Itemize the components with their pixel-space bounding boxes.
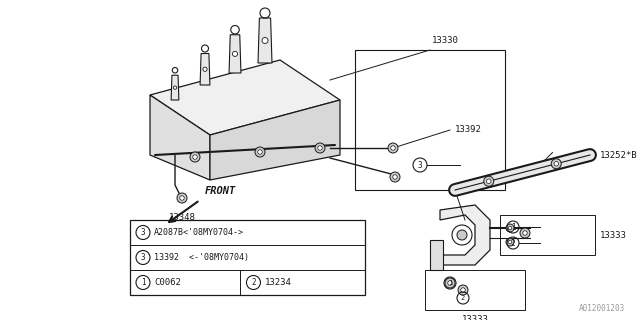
Bar xyxy=(130,220,365,295)
Text: 13333: 13333 xyxy=(461,315,488,320)
Text: 2: 2 xyxy=(511,238,515,247)
Circle shape xyxy=(461,288,465,292)
Circle shape xyxy=(391,146,396,150)
Text: 13392: 13392 xyxy=(455,125,482,134)
Circle shape xyxy=(452,225,472,245)
Circle shape xyxy=(445,278,455,288)
Circle shape xyxy=(177,193,187,203)
Circle shape xyxy=(554,162,559,166)
Circle shape xyxy=(388,143,398,153)
Text: 13333: 13333 xyxy=(600,230,627,239)
Text: A012001203: A012001203 xyxy=(579,304,625,313)
Text: 13234: 13234 xyxy=(264,278,291,287)
Polygon shape xyxy=(150,60,340,135)
Text: 13348: 13348 xyxy=(168,213,195,222)
Circle shape xyxy=(458,285,468,295)
Circle shape xyxy=(232,51,237,56)
Circle shape xyxy=(190,152,200,162)
Bar xyxy=(355,50,505,190)
Text: 3: 3 xyxy=(141,228,145,237)
Circle shape xyxy=(180,196,184,200)
Text: 1: 1 xyxy=(511,222,515,231)
Text: 2: 2 xyxy=(251,278,256,287)
Circle shape xyxy=(448,281,452,285)
Polygon shape xyxy=(210,100,340,180)
Polygon shape xyxy=(171,75,179,100)
Circle shape xyxy=(203,67,207,71)
Circle shape xyxy=(506,224,514,232)
Circle shape xyxy=(193,155,197,159)
Polygon shape xyxy=(430,240,443,270)
Circle shape xyxy=(315,143,325,153)
Circle shape xyxy=(506,238,514,246)
Circle shape xyxy=(508,240,512,244)
Circle shape xyxy=(508,226,512,230)
Text: FRONT: FRONT xyxy=(205,186,236,196)
Text: 2: 2 xyxy=(461,295,465,301)
Text: 1: 1 xyxy=(141,278,145,287)
Polygon shape xyxy=(258,18,272,63)
Circle shape xyxy=(390,172,400,182)
Text: 3: 3 xyxy=(141,253,145,262)
Bar xyxy=(500,215,595,255)
Text: A2087B<'08MY0704->: A2087B<'08MY0704-> xyxy=(154,228,244,237)
Text: C0062: C0062 xyxy=(154,278,181,287)
Circle shape xyxy=(173,86,177,89)
Polygon shape xyxy=(440,205,490,265)
Text: 13330: 13330 xyxy=(432,36,459,45)
Circle shape xyxy=(393,175,397,179)
Circle shape xyxy=(457,230,467,240)
Circle shape xyxy=(523,231,527,235)
Polygon shape xyxy=(229,35,241,73)
Polygon shape xyxy=(150,95,210,180)
Text: 13252*B: 13252*B xyxy=(600,150,637,159)
Circle shape xyxy=(255,147,265,157)
Circle shape xyxy=(317,146,323,150)
Circle shape xyxy=(484,176,493,186)
Circle shape xyxy=(551,159,561,169)
Bar xyxy=(425,270,525,310)
Circle shape xyxy=(262,37,268,44)
Text: 13392  <-'08MY0704): 13392 <-'08MY0704) xyxy=(154,253,249,262)
Circle shape xyxy=(520,228,530,238)
Circle shape xyxy=(486,179,491,183)
Text: 3: 3 xyxy=(418,161,422,170)
Text: 1: 1 xyxy=(448,280,452,286)
Polygon shape xyxy=(200,53,210,85)
Circle shape xyxy=(258,150,262,154)
